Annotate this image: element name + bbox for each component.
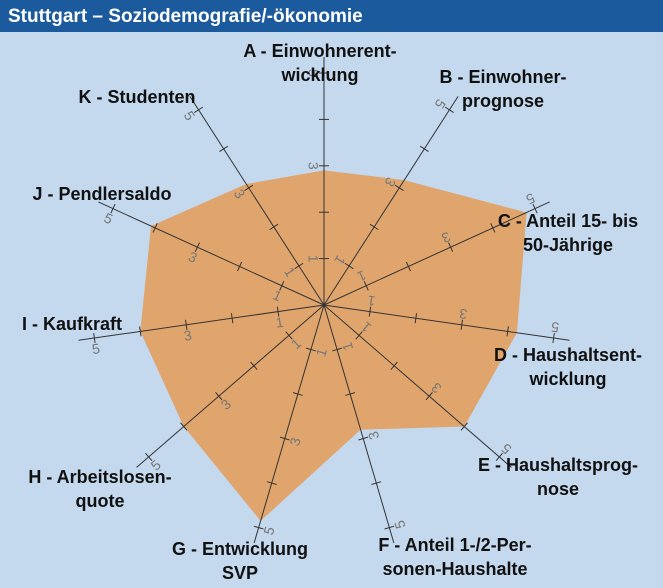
axis-line bbox=[323, 304, 512, 468]
axis-label: K - Studenten bbox=[79, 87, 196, 107]
tick-label: 3 bbox=[305, 162, 321, 170]
tick-mark bbox=[394, 184, 404, 192]
tick-label: 5 bbox=[91, 340, 101, 357]
axis-line bbox=[98, 201, 325, 306]
minor-tick bbox=[490, 223, 496, 233]
minor-tick bbox=[152, 223, 158, 233]
tick-label: 1 bbox=[305, 255, 321, 263]
tick-mark bbox=[276, 306, 280, 317]
axis-label: F - Anteil 1-/2-Per-sonen-Haushalte bbox=[378, 535, 531, 579]
axis-line bbox=[253, 304, 325, 544]
minor-tick bbox=[219, 145, 229, 152]
tick-mark bbox=[279, 280, 285, 291]
tick-mark bbox=[332, 347, 343, 352]
tick-mark bbox=[185, 319, 188, 330]
tick-mark bbox=[344, 262, 354, 270]
axis-label: C - Anteil 15- bis 50-Jährige bbox=[498, 211, 638, 255]
tick-mark bbox=[285, 331, 293, 340]
minor-tick bbox=[292, 392, 303, 396]
tick-mark bbox=[384, 525, 395, 530]
axis-label: I - Kaufkraft bbox=[22, 314, 122, 334]
tick-mark bbox=[253, 525, 264, 530]
minor-tick bbox=[237, 261, 243, 272]
tick-mark bbox=[532, 203, 538, 214]
tick-mark bbox=[363, 280, 369, 291]
minor-tick bbox=[506, 326, 509, 337]
axis-label: J - Pendlersaldo bbox=[32, 184, 171, 204]
minor-tick bbox=[345, 392, 356, 396]
axis-line bbox=[189, 96, 325, 306]
axis-label: B - Einwohner-prognose bbox=[440, 67, 567, 111]
minor-tick bbox=[230, 313, 234, 324]
tick-label: 5 bbox=[550, 319, 560, 336]
tick-label: 3 bbox=[458, 306, 468, 323]
minor-tick bbox=[405, 261, 411, 272]
minor-tick bbox=[460, 422, 468, 431]
minor-tick bbox=[266, 481, 277, 485]
axis-line bbox=[136, 304, 325, 468]
axis-label: A - Einwohnerent-wicklung bbox=[243, 41, 396, 85]
axis-line bbox=[323, 304, 570, 341]
axis-line bbox=[323, 96, 459, 306]
tick-mark bbox=[355, 331, 363, 340]
title-bar bbox=[0, 0, 663, 32]
tick-mark bbox=[110, 203, 116, 214]
minor-tick bbox=[250, 361, 258, 370]
tick-mark bbox=[279, 436, 290, 441]
axis-label: D - Haushaltsent-wicklung bbox=[494, 345, 642, 389]
tick-mark bbox=[215, 392, 223, 401]
chart-title: Stuttgart – Soziodemografie/-ökonomie bbox=[8, 6, 363, 27]
axis-label: E - Haushaltsprog-nose bbox=[478, 455, 638, 499]
tick-mark bbox=[425, 392, 433, 401]
axis-line bbox=[78, 304, 325, 341]
tick-mark bbox=[244, 184, 254, 192]
tick-mark bbox=[145, 452, 153, 462]
tick-label: 1 bbox=[366, 292, 376, 309]
minor-tick bbox=[390, 361, 398, 370]
tick-mark bbox=[358, 436, 369, 441]
minor-tick bbox=[419, 145, 429, 152]
tick-mark bbox=[294, 262, 304, 270]
tick-mark bbox=[305, 347, 316, 352]
tick-mark bbox=[194, 242, 200, 252]
radar-area bbox=[140, 170, 527, 521]
tick-mark bbox=[368, 306, 372, 317]
tick-mark bbox=[444, 106, 454, 113]
tick-label: 3 bbox=[183, 327, 193, 344]
tick-mark bbox=[460, 319, 463, 330]
minor-tick bbox=[269, 223, 279, 231]
axis-line bbox=[323, 201, 550, 306]
axis-label: H - Arbeitslosen-quote bbox=[28, 467, 171, 511]
tick-mark bbox=[448, 242, 454, 252]
minor-tick bbox=[369, 223, 379, 231]
axis-label: G - Entwicklung SVP bbox=[172, 539, 308, 583]
tick-label: 1 bbox=[275, 314, 285, 331]
tick-mark bbox=[552, 332, 555, 344]
minor-tick bbox=[139, 326, 142, 337]
tick-mark bbox=[495, 452, 503, 462]
tick-mark bbox=[93, 332, 96, 344]
minor-tick bbox=[180, 422, 188, 431]
axis-line bbox=[323, 304, 395, 544]
minor-tick bbox=[414, 313, 418, 324]
tick-label: 5 bbox=[305, 69, 321, 77]
minor-tick bbox=[371, 481, 382, 485]
tick-mark bbox=[194, 106, 204, 113]
